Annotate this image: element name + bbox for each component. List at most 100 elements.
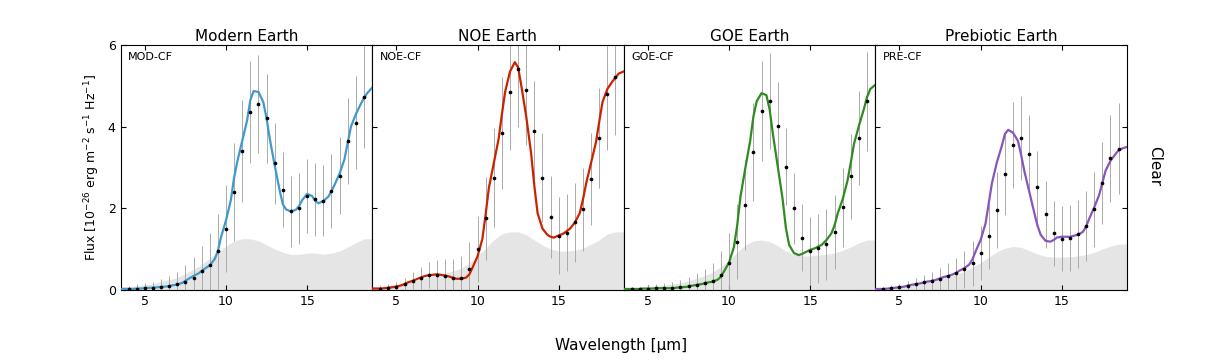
- Point: [793, 235, 812, 240]
- Point: [378, 285, 398, 291]
- Point: [687, 282, 706, 288]
- Point: [460, 266, 480, 271]
- Point: [135, 285, 154, 291]
- Point: [281, 208, 300, 214]
- Point: [922, 278, 941, 284]
- Point: [678, 283, 698, 289]
- Point: [850, 135, 869, 141]
- Point: [248, 101, 268, 107]
- Point: [841, 174, 860, 179]
- Point: [533, 175, 552, 180]
- Point: [1109, 146, 1128, 152]
- Point: [582, 176, 601, 182]
- Point: [695, 280, 715, 286]
- Point: [671, 284, 690, 290]
- Point: [1060, 235, 1080, 240]
- Point: [646, 285, 665, 291]
- Point: [387, 284, 406, 289]
- Point: [1011, 135, 1030, 141]
- Point: [995, 171, 1015, 176]
- Point: [898, 283, 917, 289]
- Point: [200, 262, 219, 267]
- Point: [167, 282, 187, 287]
- Point: [289, 205, 308, 211]
- Point: [606, 74, 625, 80]
- Title: NOE Earth: NOE Earth: [458, 29, 537, 44]
- Point: [208, 248, 228, 254]
- Point: [1076, 223, 1095, 229]
- Point: [874, 286, 893, 292]
- Point: [719, 260, 739, 266]
- Point: [443, 275, 463, 281]
- Point: [346, 120, 365, 125]
- Point: [233, 148, 252, 154]
- Point: [954, 266, 974, 272]
- Point: [963, 260, 982, 266]
- Point: [622, 286, 641, 292]
- Point: [760, 98, 780, 104]
- Text: GOE-CF: GOE-CF: [631, 52, 674, 62]
- Point: [330, 173, 349, 179]
- Point: [192, 269, 211, 274]
- Point: [468, 246, 487, 252]
- Point: [784, 205, 804, 211]
- Point: [184, 275, 204, 280]
- Point: [809, 245, 828, 251]
- Point: [654, 285, 674, 291]
- Point: [1093, 180, 1112, 186]
- Point: [224, 189, 243, 195]
- Title: Modern Earth: Modern Earth: [194, 29, 298, 44]
- Point: [265, 161, 284, 166]
- Point: [411, 275, 430, 281]
- Point: [906, 281, 925, 287]
- Point: [752, 108, 771, 114]
- Point: [1036, 211, 1056, 217]
- Point: [915, 280, 934, 285]
- Point: [980, 233, 999, 239]
- Title: Prebiotic Earth: Prebiotic Earth: [945, 29, 1057, 44]
- Point: [435, 273, 454, 279]
- Text: MOD-CF: MOD-CF: [128, 52, 174, 62]
- Point: [370, 286, 389, 292]
- Point: [517, 87, 536, 93]
- Point: [339, 138, 358, 144]
- Point: [889, 284, 909, 290]
- Point: [776, 164, 795, 170]
- Point: [800, 248, 819, 254]
- Point: [402, 278, 422, 284]
- Point: [557, 230, 576, 235]
- Point: [736, 202, 756, 208]
- Point: [1019, 152, 1039, 157]
- Point: [825, 229, 845, 235]
- Point: [565, 220, 584, 225]
- Point: [500, 89, 519, 95]
- Point: [541, 214, 560, 220]
- Point: [1101, 156, 1121, 161]
- Point: [354, 94, 374, 100]
- Point: [217, 226, 236, 231]
- Point: [1004, 142, 1023, 148]
- Text: PRE-CF: PRE-CF: [883, 52, 922, 62]
- Point: [428, 272, 447, 278]
- Point: [639, 286, 658, 292]
- Point: [858, 98, 877, 104]
- Point: [1084, 207, 1104, 212]
- Point: [257, 116, 276, 121]
- Point: [524, 128, 543, 134]
- Point: [127, 286, 146, 292]
- Point: [509, 66, 528, 72]
- Point: [152, 284, 171, 290]
- Point: [274, 187, 293, 193]
- Text: Clear: Clear: [1147, 145, 1162, 186]
- Text: Wavelength [μm]: Wavelength [μm]: [554, 338, 687, 353]
- Point: [176, 279, 195, 284]
- Point: [476, 216, 495, 221]
- Point: [119, 286, 139, 292]
- Point: [971, 250, 991, 256]
- Point: [817, 241, 836, 247]
- Point: [630, 286, 649, 292]
- Point: [241, 109, 260, 115]
- Point: [306, 196, 325, 202]
- Point: [1069, 231, 1088, 237]
- Point: [598, 91, 617, 97]
